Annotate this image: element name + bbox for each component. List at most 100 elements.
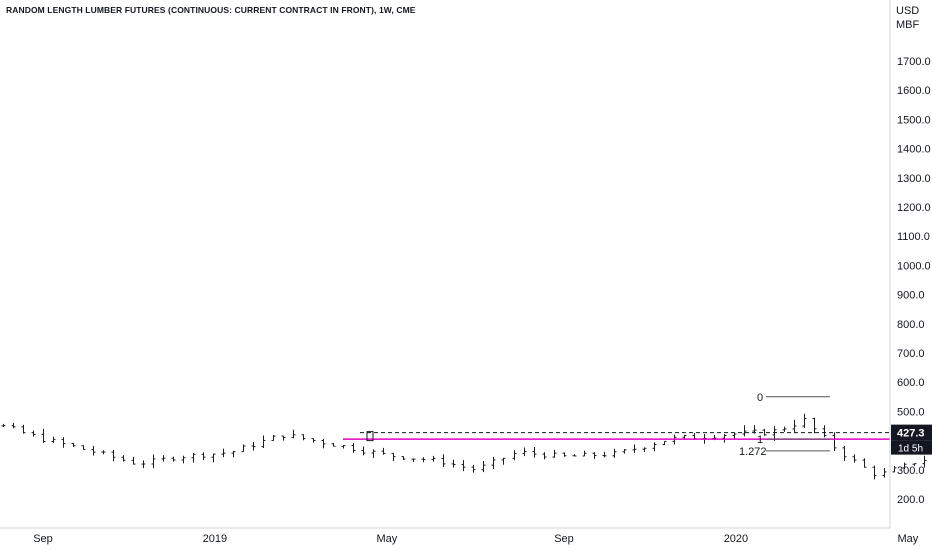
ohlc-bar [802,413,807,428]
ohlc-bar [91,445,96,456]
ohlc-bar [231,450,236,458]
ohlc-bar [822,425,827,438]
price-tick-label: 600.0 [897,377,925,389]
ohlc-bar [862,458,867,468]
ohlc-bar [662,440,667,446]
price-tick-label: 1500.0 [897,114,931,126]
ohlc-bar [542,452,547,460]
ohlc-bar [361,446,366,456]
ohlc-bar [481,461,486,473]
ohlc-bar [892,465,897,473]
ohlc-bar [461,460,466,472]
time-tick-label: 2020 [724,533,748,545]
ohlc-bar [421,457,426,463]
time-tick-label: May [376,533,397,545]
ohlc-bar [632,444,637,453]
ohlc-bar [341,445,346,449]
ohlc-bar [762,428,767,436]
bar-countdown: 1d 5h [898,444,923,455]
ohlc-bar [291,429,296,439]
ohlc-bar [732,432,737,440]
ohlc-bar [191,452,196,463]
ohlc-bar [371,449,376,458]
countdown-badge [891,440,932,455]
ohlc-bars [1,413,927,480]
time-tick-label: 2019 [203,533,227,545]
ohlc-bar [331,442,336,447]
ohlc-bar [401,456,406,461]
breakout-marker [366,431,374,442]
fib-level-label: 1.272 [739,446,767,458]
ohlc-bar [261,435,266,448]
ohlc-bar [1,423,6,427]
ohlc-bar [11,422,16,429]
ohlc-bar [812,417,817,434]
ohlc-bar [161,455,166,462]
price-tick-label: 1600.0 [897,85,931,97]
price-tick-label: 900.0 [897,290,925,302]
ohlc-bar [221,448,226,458]
ohlc-bar [241,444,246,453]
ohlc-bar [111,449,116,462]
ohlc-bar [872,465,877,480]
ohlc-bar [51,436,56,443]
ohlc-bar [181,455,186,464]
ohlc-bar [722,434,727,443]
ohlc-bar [321,438,326,449]
time-tick-label: May [897,533,918,545]
ohlc-bar [171,456,176,462]
ohlc-bar [201,452,206,461]
ohlc-bar [251,442,256,451]
ohlc-bar [582,450,587,457]
ohlc-bar [882,468,887,478]
ohlc-bar [501,457,506,465]
ohlc-bar [552,449,557,458]
ohlc-bar [742,425,747,437]
price-axis[interactable]: USD MBF 200.0 300.0 400.0 500.0 600.0 700.0 800.… [889,0,931,528]
ohlc-bar [512,450,517,461]
price-tick-label: 400.0 [897,436,925,448]
ohlc-bar [71,442,76,448]
ohlc-bar [792,419,797,434]
ohlc-bar [431,455,436,462]
price-tick-label: 1400.0 [897,144,931,156]
ohlc-bar [381,447,386,455]
price-tick-label: 200.0 [897,494,925,506]
ohlc-bar [692,433,697,440]
ohlc-bar [602,451,607,458]
ohlc-bar [271,435,276,441]
fib-level-label: 0 [757,392,763,404]
last-price-value: 427.3 [897,428,925,440]
price-tick-label: 700.0 [897,348,925,360]
time-tick-label: Sep [33,533,53,545]
ohlc-bar [301,434,306,441]
price-tick-label: 1200.0 [897,202,931,214]
ohlc-bar [351,443,356,453]
time-axis[interactable]: Sep 2019 May Sep 2020 May [0,527,919,545]
ohlc-bar [451,459,456,468]
ohlc-bar [592,452,597,459]
ohlc-bar [491,456,496,470]
price-tick-label: 1700.0 [897,56,931,68]
ohlc-bar [832,432,837,451]
currency-label: USD [896,5,919,17]
price-tick-label: 500.0 [897,406,925,418]
ohlc-bar [211,453,216,463]
ohlc-bar [61,437,66,448]
ohlc-bar [81,445,86,450]
ohlc-bar [21,424,26,434]
ohlc-bar [281,435,286,441]
price-tick-label: 1300.0 [897,173,931,185]
ohlc-bar [101,450,106,455]
ohlc-bar [842,445,847,461]
ohlc-bar [441,454,446,468]
fib-level-label: 1 [757,434,763,446]
ohlc-bar [902,462,907,470]
ohlc-bar [532,447,537,458]
ohlc-bar [311,438,316,443]
ohlc-bar [622,448,627,454]
ohlc-bar [852,454,857,463]
ohlc-bar [471,464,476,473]
ohlc-bar [131,456,136,465]
